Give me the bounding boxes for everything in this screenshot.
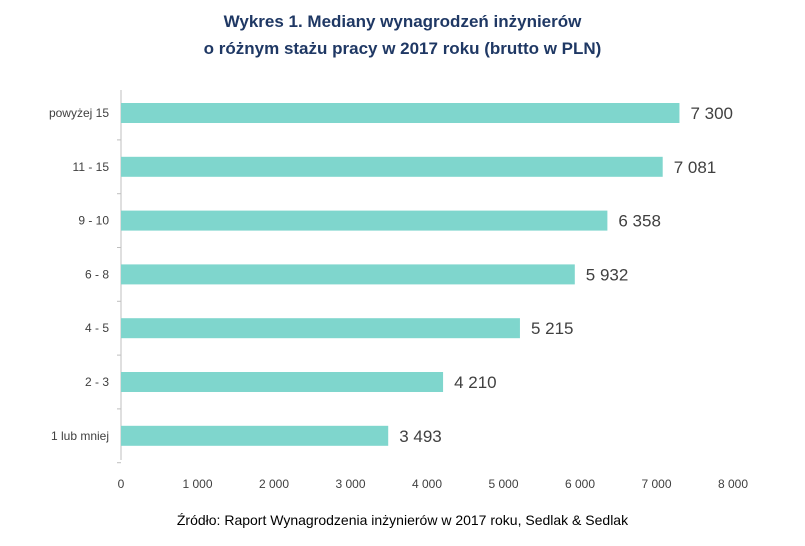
category-label: 1 lub mniej xyxy=(51,429,109,443)
x-tick-label: 4 000 xyxy=(412,477,442,491)
chart-title: Wykres 1. Mediany wynagrodzeń inżynierów… xyxy=(0,8,805,62)
bar-4 xyxy=(121,264,575,285)
data-label: 3 493 xyxy=(399,427,442,446)
data-label: 6 358 xyxy=(618,212,661,231)
category-label: 6 - 8 xyxy=(85,267,109,281)
bar-1 xyxy=(121,103,680,123)
x-tick-label: 7 000 xyxy=(641,477,671,491)
source-note: Źródło: Raport Wynagrodzenia inżynierów … xyxy=(176,512,629,528)
category-label: powyżej 15 xyxy=(49,106,109,120)
data-label: 5 932 xyxy=(586,265,629,284)
data-label: 7 300 xyxy=(690,104,733,123)
bar-6 xyxy=(121,372,444,392)
x-tick-label: 8 000 xyxy=(718,477,748,491)
x-tick-label: 1 000 xyxy=(182,477,212,491)
x-tick-label: 5 000 xyxy=(488,477,518,491)
bar-3 xyxy=(121,210,608,231)
chart-title-line-2: o różnym stażu pracy w 2017 roku (brutto… xyxy=(203,39,602,58)
bar-7 xyxy=(121,425,389,446)
category-label: 4 - 5 xyxy=(85,321,109,335)
bar-5 xyxy=(121,318,520,339)
data-label: 4 210 xyxy=(454,373,497,392)
category-label: 2 - 3 xyxy=(85,375,109,389)
x-tick-label: 6 000 xyxy=(565,477,595,491)
data-label: 5 215 xyxy=(531,319,574,338)
x-tick-label: 0 xyxy=(118,477,125,491)
bar-2 xyxy=(121,156,663,177)
category-label: 11 - 15 xyxy=(73,160,110,174)
x-tick-label: 3 000 xyxy=(335,477,365,491)
x-tick-label: 2 000 xyxy=(259,477,289,491)
category-label: 9 - 10 xyxy=(78,214,109,228)
chart-title-line-1: Wykres 1. Mediany wynagrodzeń inżynierów xyxy=(223,12,582,31)
data-label: 7 081 xyxy=(674,158,717,177)
